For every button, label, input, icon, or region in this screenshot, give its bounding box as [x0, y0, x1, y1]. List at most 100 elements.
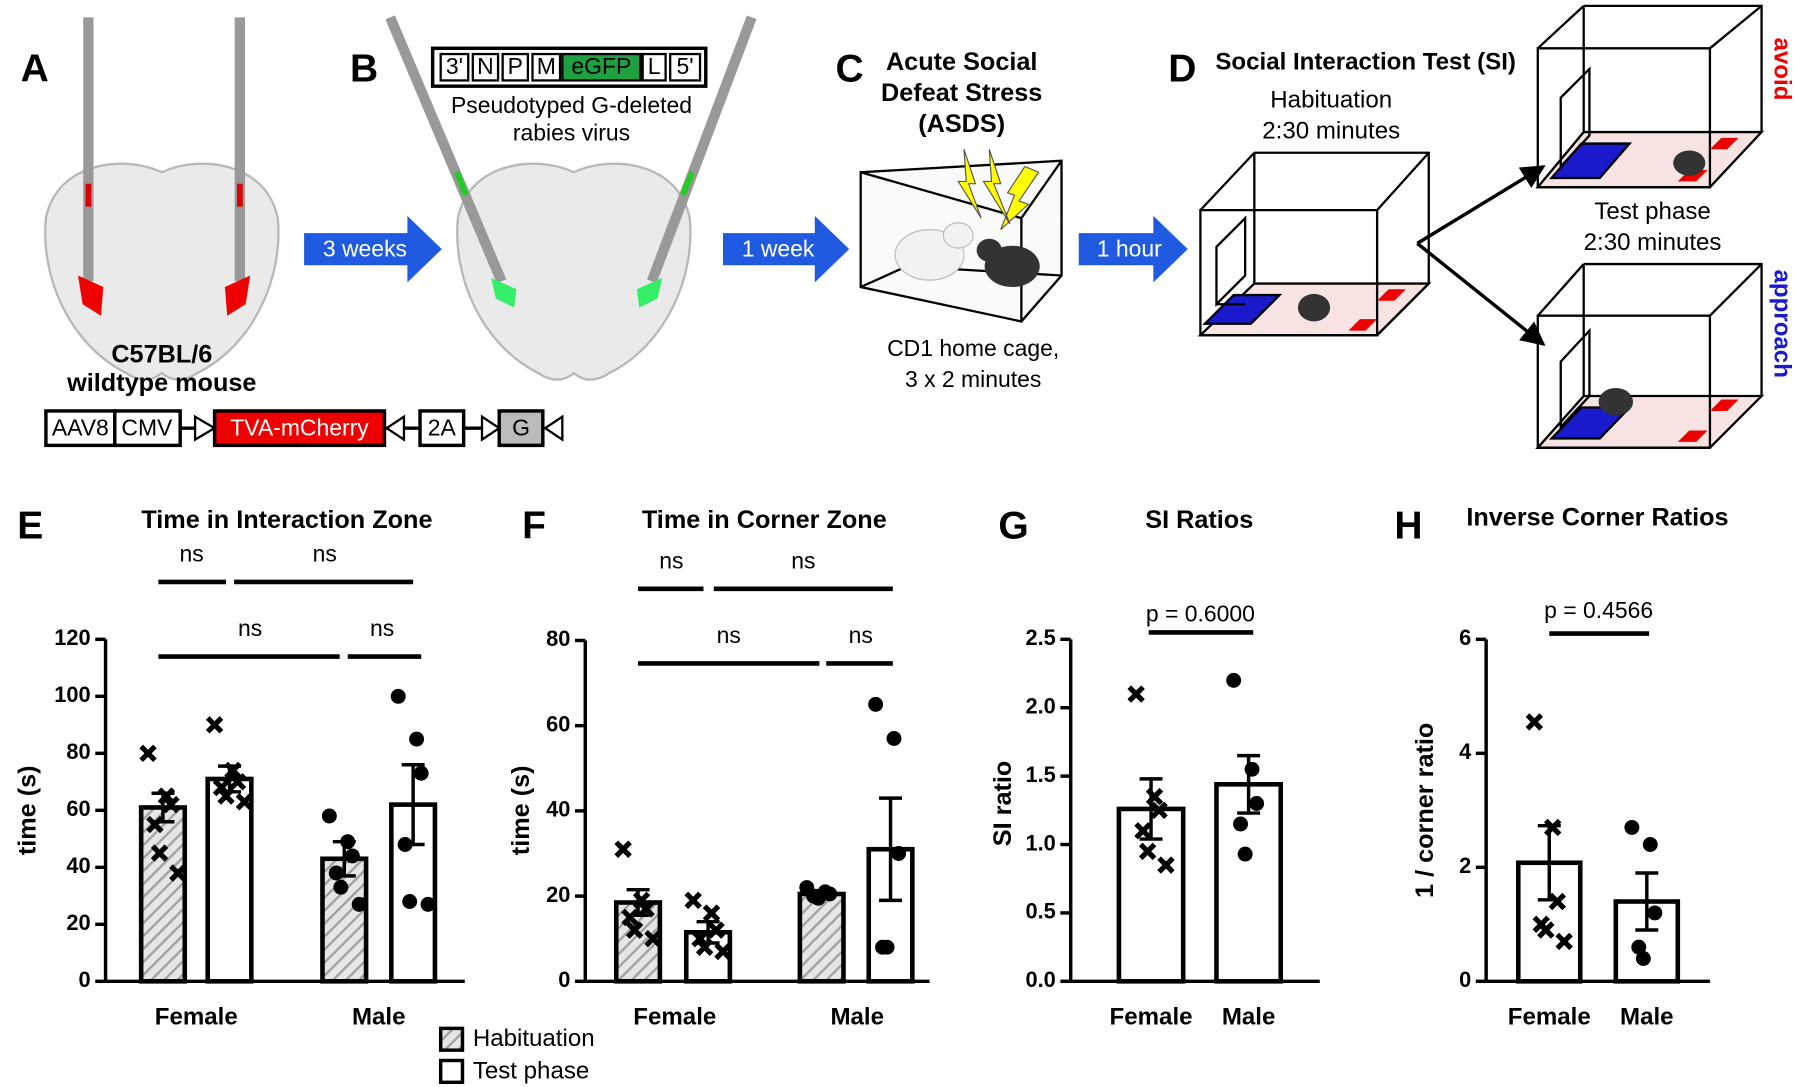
mouse — [1673, 150, 1706, 176]
panel-letter: A — [21, 48, 49, 91]
point — [1631, 939, 1647, 955]
point — [1537, 921, 1555, 939]
point — [169, 864, 187, 882]
point — [644, 929, 662, 948]
point — [150, 844, 169, 862]
point — [1642, 837, 1658, 852]
y-tick-label: 2 — [1459, 853, 1471, 878]
y-axis-label: 1 / corner ratio — [1411, 723, 1439, 898]
syringe — [647, 15, 757, 284]
comparison-label: ns — [659, 547, 683, 573]
point — [1237, 846, 1253, 862]
injection-site — [491, 277, 517, 308]
comparison-label: p = 0.6000 — [1146, 600, 1255, 626]
legend-label: Test phase — [473, 1057, 589, 1084]
point — [212, 778, 231, 797]
point — [625, 921, 644, 939]
y-tick-label: 20 — [546, 882, 570, 907]
y-tick-label: 60 — [66, 796, 90, 821]
y-tick-label: 40 — [546, 797, 570, 822]
caption: 2:30 minutes — [1262, 117, 1400, 144]
caption: Pseudotyped G-deleted — [451, 92, 692, 118]
x-tick-label: Female — [1508, 1003, 1591, 1030]
chart-title: SI Ratios — [1145, 506, 1253, 534]
caption: CD1 home cage, — [887, 335, 1059, 361]
point — [409, 731, 425, 747]
interval-arrow — [304, 215, 442, 283]
point — [1150, 801, 1168, 820]
point — [614, 840, 632, 858]
caption: 3 x 2 minutes — [905, 366, 1041, 392]
title: Acute Social — [886, 48, 1037, 76]
x-tick-label: Male — [352, 1003, 406, 1030]
construct-label: CMV — [121, 414, 173, 440]
arena — [1535, 4, 1765, 449]
point — [157, 787, 176, 805]
x-tick-label: Female — [633, 1003, 716, 1030]
y-tick-label: 0.5 — [1025, 899, 1055, 924]
x-tick-label: Male — [1620, 1003, 1674, 1030]
caption: Test phase — [1594, 198, 1710, 225]
bar — [797, 891, 846, 984]
x-tick-label: Female — [155, 1003, 238, 1030]
point — [235, 793, 254, 811]
y-tick-label: 80 — [66, 739, 90, 764]
point — [397, 837, 413, 852]
comparison-label: p = 0.4566 — [1544, 597, 1653, 623]
y-tick-label: 1.0 — [1025, 830, 1055, 855]
panel-letter: F — [522, 504, 546, 547]
caption: rabies virus — [513, 119, 630, 145]
bar — [138, 805, 188, 984]
caption: 2:30 minutes — [1584, 229, 1722, 256]
injection-site — [78, 275, 104, 316]
panel-letter: D — [1168, 48, 1196, 91]
error-bar — [1139, 777, 1163, 841]
y-axis-label: time (s) — [13, 765, 41, 855]
point — [891, 846, 907, 861]
point — [217, 787, 235, 805]
point — [1138, 842, 1157, 861]
point — [886, 731, 902, 746]
interval-arrow — [1078, 215, 1188, 283]
arrow — [1416, 165, 1546, 245]
point — [321, 808, 337, 824]
strain: C57BL/6 — [111, 341, 212, 369]
gene: P — [508, 53, 523, 79]
chart-title: Time in Interaction Zone — [141, 506, 432, 534]
interval-arrow — [722, 215, 850, 283]
point — [1233, 816, 1249, 832]
point — [879, 939, 895, 955]
construct-label: G — [512, 414, 530, 440]
y-tick-label: 1.5 — [1025, 762, 1055, 787]
legend: Habituation Test phase — [438, 1025, 595, 1084]
outcome: avoid — [1769, 38, 1796, 101]
brain — [456, 162, 692, 381]
comparison-label: ns — [791, 547, 815, 573]
y-tick-label: 80 — [546, 626, 570, 651]
x-tick-label: Male — [1222, 1003, 1276, 1030]
point — [621, 908, 639, 927]
y-axis-label: SI ratio — [989, 761, 1017, 847]
point — [707, 921, 725, 939]
point — [333, 879, 349, 895]
point — [695, 938, 714, 956]
comparison-label: ns — [717, 622, 741, 648]
genome-frame — [430, 46, 708, 88]
point — [1249, 796, 1265, 811]
comparison-label: ns — [849, 622, 873, 648]
point — [637, 900, 655, 918]
point — [868, 696, 884, 712]
interval: 1 week — [742, 235, 815, 261]
construct-label: TVA-mCherry — [230, 414, 369, 440]
panel-b: B 3' N P M eGFP L 5' Pseudotyped G-delet… — [350, 15, 757, 381]
panel-letter: G — [998, 504, 1028, 547]
point — [1134, 822, 1152, 840]
point — [1543, 818, 1562, 837]
c57-mouse — [976, 238, 1002, 262]
syringe-tip — [454, 171, 469, 197]
point — [1226, 672, 1242, 688]
point — [205, 716, 224, 734]
y-tick-label: 0 — [1459, 967, 1471, 992]
point — [139, 744, 157, 763]
